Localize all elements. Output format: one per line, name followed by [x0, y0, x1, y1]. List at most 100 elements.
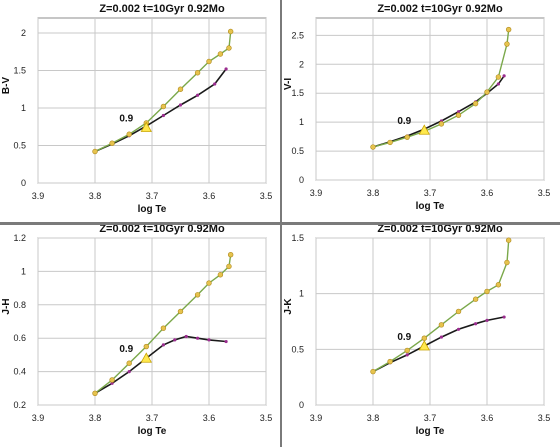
- model-series-point: [404, 347, 410, 354]
- model-series-point: [226, 263, 232, 270]
- x-tick-label: 3.9: [32, 191, 45, 201]
- x-tick-label: 3.7: [146, 191, 159, 201]
- observed-series-point: [496, 82, 500, 86]
- model-series-point: [505, 237, 512, 243]
- chart-panel-jh: 3.9 3.8 3.7 3.6 3.5 0.2 0.4 0.6 0.8 1 1.2 Z=0.002 t…: [0, 225, 280, 447]
- observed-series-point: [184, 334, 188, 339]
- y-tick-label: 1.2: [13, 233, 26, 243]
- observed-series-line: [372, 75, 505, 148]
- x-tick-label: 3.8: [367, 413, 380, 423]
- model-series-point: [370, 368, 376, 375]
- y-tick-label: 0.5: [291, 344, 304, 354]
- x-tick-label: 3.5: [260, 413, 273, 423]
- model-series-point: [504, 41, 510, 47]
- model-series-point: [194, 292, 201, 298]
- y-tick-label: 0.8: [13, 300, 26, 310]
- x-tick-label: 3.5: [538, 413, 551, 423]
- model-series-point: [495, 74, 502, 80]
- observed-series-line: [372, 316, 505, 373]
- x-tick-label: 3.9: [32, 413, 45, 423]
- observed-series-point: [207, 338, 211, 342]
- y-axis-label: B-V: [1, 77, 12, 95]
- model-series-point: [472, 100, 479, 107]
- model-series-point: [206, 58, 212, 65]
- y-tick-label: 1: [21, 266, 26, 276]
- model-series-point: [109, 140, 115, 146]
- observed-series-point: [213, 82, 217, 86]
- x-tick-label: 3.6: [481, 413, 494, 423]
- chart-panel-vi: 3.9 3.8 3.7 3.6 3.5 0 0.5 1 1.5 2 2.5 Z=0.002 t=10G…: [282, 0, 560, 222]
- observed-series-point: [178, 103, 183, 107]
- observed-series-point: [127, 370, 131, 374]
- model-series-point: [126, 360, 132, 366]
- model-series-point: [226, 45, 232, 51]
- x-tick-label: 3.7: [424, 188, 437, 198]
- chart-svg: 3.9 3.8 3.7 3.6 3.5 0 0.5 1 1.5 Z=0.002 t=10Gyr 0…: [283, 225, 551, 437]
- model-series-line: [94, 31, 232, 153]
- model-series-point: [109, 377, 115, 383]
- y-tick-label: 1.5: [291, 233, 304, 243]
- model-series-point: [484, 288, 490, 295]
- observed-series-line: [94, 335, 227, 394]
- panel-divider-horizontal: [0, 222, 560, 225]
- model-series-point: [177, 308, 184, 315]
- model-series-point: [370, 144, 376, 150]
- observed-series-point: [502, 74, 506, 78]
- observed-series-point: [161, 343, 165, 347]
- x-axis-label: log Te: [416, 426, 445, 437]
- model-series-point: [227, 28, 234, 35]
- model-series-point: [505, 26, 512, 33]
- model-series-point: [495, 282, 502, 288]
- observed-series-point: [456, 110, 461, 114]
- y-tick-label: 0: [299, 175, 304, 185]
- y-axis-label: J-K: [283, 298, 294, 315]
- x-tick-label: 3.8: [367, 188, 380, 198]
- model-series-point: [387, 358, 393, 365]
- x-tick-label: 3.7: [424, 413, 437, 423]
- y-tick-label: 0.4: [13, 367, 26, 377]
- x-tick-label: 3.5: [260, 191, 273, 201]
- chart-panel-bv: 3.9 3.8 3.7 3.6 3.5 0 0.5 1 1.5 2 Z=0.002 t=10Gyr …: [0, 0, 280, 222]
- model-series-point: [194, 70, 201, 76]
- y-tick-label: 1.5: [13, 66, 26, 76]
- chart-title: Z=0.002 t=10Gyr 0.92Mo: [99, 225, 225, 235]
- observed-series-point: [439, 335, 443, 339]
- model-series-point: [227, 252, 234, 258]
- model-series-line: [372, 240, 510, 373]
- x-axis-label: log Te: [138, 204, 167, 215]
- x-tick-label: 3.8: [89, 413, 102, 423]
- model-series-line: [94, 254, 232, 394]
- model-series-point: [438, 121, 445, 127]
- model-series-point: [404, 134, 410, 140]
- model-series-point: [160, 325, 167, 331]
- model-series-point: [217, 272, 224, 278]
- y-tick-label: 0.5: [291, 146, 304, 156]
- mass-annotation-label: 0.9: [119, 344, 133, 355]
- observed-series-point: [224, 67, 228, 71]
- observed-series-point: [173, 338, 177, 342]
- x-tick-label: 3.5: [538, 188, 551, 198]
- mass-marker-triangle: [140, 352, 152, 363]
- y-tick-label: 1: [299, 117, 304, 127]
- observed-series-point: [485, 318, 489, 322]
- y-tick-label: 0.6: [13, 333, 26, 343]
- y-tick-label: 1: [21, 103, 26, 113]
- observed-series-point: [502, 315, 506, 319]
- observed-series-line: [94, 68, 227, 153]
- chart-svg: 3.9 3.8 3.7 3.6 3.5 0 0.5 1 1.5 2 Z=0.002 t=10Gyr …: [1, 3, 273, 215]
- x-tick-label: 3.8: [89, 191, 102, 201]
- chart-title: Z=0.002 t=10Gyr 0.92Mo: [377, 225, 503, 235]
- model-series-point: [92, 148, 98, 155]
- y-tick-label: 2.5: [291, 30, 304, 40]
- x-tick-label: 3.6: [481, 188, 494, 198]
- x-tick-label: 3.6: [203, 191, 216, 201]
- y-tick-label: 0.5: [13, 141, 26, 151]
- observed-series-point: [405, 353, 409, 357]
- model-series-point: [126, 131, 132, 137]
- model-series-point: [177, 86, 184, 92]
- model-series-point: [421, 335, 428, 341]
- mass-marker-triangle: [418, 124, 430, 135]
- model-series-point: [455, 112, 462, 118]
- observed-series-point: [456, 327, 461, 331]
- chart-title: Z=0.002 t=10Gyr 0.92Mo: [377, 3, 503, 15]
